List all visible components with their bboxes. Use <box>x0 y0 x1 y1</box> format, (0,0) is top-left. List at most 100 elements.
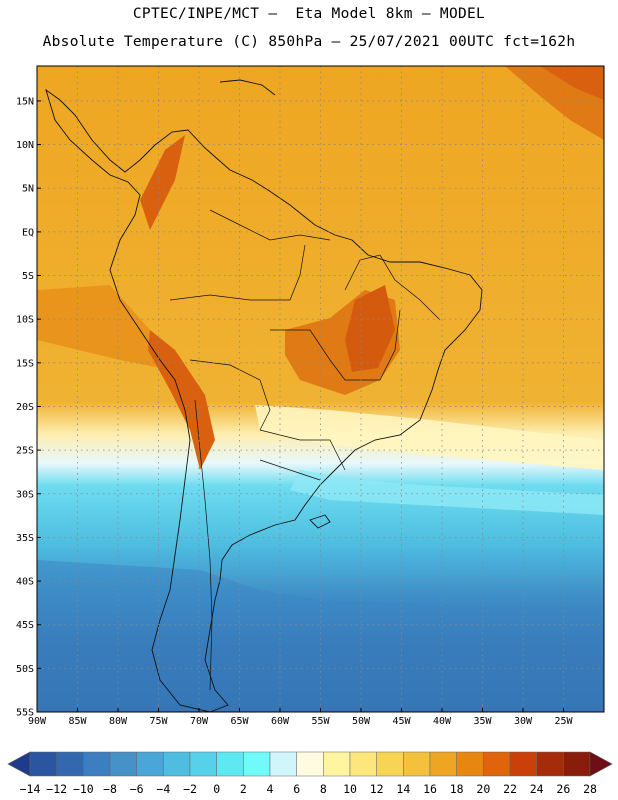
lat-label: 55S <box>16 708 34 719</box>
caribbean-coast <box>219 79 276 96</box>
longitude-labels: 90W 85W 80W 75W 70W 65W 60W 55W 50W 45W 40W 35W 30W 2… <box>28 708 574 727</box>
lon-label: 90W <box>28 716 47 727</box>
colorbar-swatch <box>509 751 537 777</box>
map-field <box>37 66 604 712</box>
colorbar-swatch <box>163 751 191 777</box>
colorbar-swatch <box>296 751 324 777</box>
colorbar-labels: −14 −12 −10 −8 −6 −4 −2 0 2 4 6 8 10 12 14 16 18 20 22 24 26… <box>20 782 597 796</box>
colorbar-swatch <box>536 751 564 777</box>
lon-label: 45W <box>392 716 411 727</box>
colorbar-label: 24 <box>530 782 544 796</box>
lon-label: 50W <box>352 716 371 727</box>
lat-label: 15S <box>16 358 34 369</box>
lat-label: 15N <box>16 96 34 107</box>
border-brazil-states <box>270 309 401 381</box>
country-borders <box>169 209 441 691</box>
field-pacific-warm <box>37 285 170 370</box>
south-america-coast <box>45 88 483 712</box>
colorbar-label: 10 <box>343 782 357 796</box>
lat-label: 5S <box>22 271 34 282</box>
colorbar-arrow-low <box>7 751 31 777</box>
colorbar-swatch <box>29 751 57 777</box>
border-peru-brazil <box>169 244 306 301</box>
field-brazil-hottest <box>345 285 395 372</box>
coastlines <box>45 79 483 712</box>
colorbar-swatch <box>109 751 137 777</box>
colorbar-label: −12 <box>46 782 67 796</box>
lat-label: 30S <box>16 489 34 500</box>
colorbar-swatch <box>323 751 351 777</box>
colorbar-label: −2 <box>183 782 197 796</box>
colorbar-label: 12 <box>370 782 384 796</box>
border-argentina-uruguay <box>259 459 321 481</box>
colorbar-label: 16 <box>423 782 437 796</box>
colorbar-label: 26 <box>556 782 570 796</box>
colorbar-label: −4 <box>156 782 170 796</box>
colorbar-swatch <box>243 751 271 777</box>
colorbar-swatch <box>189 751 217 777</box>
border-chile-argentina <box>194 399 213 691</box>
colorbar-label: 20 <box>476 782 490 796</box>
border-ne-states <box>344 254 441 321</box>
colorbar-arrow-high <box>589 751 613 777</box>
colorbar-label: −6 <box>130 782 144 796</box>
colorbar-swatch <box>83 751 111 777</box>
lon-label: 60W <box>271 716 290 727</box>
colorbar-label: 0 <box>213 782 220 796</box>
latitude-labels: 15N 10N 5N EQ 5S 10S 15S 20S 25S 30S 35S 40S 45S 50S 5… <box>16 96 41 719</box>
border-bolivia <box>189 359 271 431</box>
lat-label: EQ <box>22 227 34 238</box>
colorbar-label: 14 <box>396 782 410 796</box>
colorbar-swatch <box>136 751 164 777</box>
colorbar-label: 6 <box>293 782 300 796</box>
lat-label: 20S <box>16 402 34 413</box>
colorbar-label: 18 <box>450 782 464 796</box>
lat-label: 50S <box>16 664 34 675</box>
rio-plata-coast <box>309 514 331 529</box>
field-pale-band <box>255 405 604 470</box>
colorbar-label: 28 <box>583 782 597 796</box>
map-title-line1: CPTEC/INPE/MCT — Eta Model 8km — MODEL <box>132 6 486 22</box>
lat-label: 35S <box>16 533 34 544</box>
field-hotter-northeast <box>540 66 604 100</box>
colorbar-swatch <box>429 751 457 777</box>
colorbar-swatch <box>56 751 84 777</box>
field-andes-north <box>140 135 185 230</box>
colorbar-label: 22 <box>503 782 517 796</box>
lat-label: 10S <box>16 315 34 326</box>
lon-label: 25W <box>554 716 573 727</box>
colorbar-swatch <box>483 751 511 777</box>
lon-label: 40W <box>433 716 452 727</box>
lat-label: 40S <box>16 577 34 588</box>
map-title-line2: Absolute Temperature (C) 850hPa — 25/07/… <box>42 34 576 50</box>
colorbar <box>7 751 613 777</box>
colorbar-swatch <box>456 751 484 777</box>
graticule <box>37 66 604 712</box>
lat-label: 45S <box>16 620 34 631</box>
lon-label: 70W <box>190 716 209 727</box>
colorbar-swatch <box>563 751 591 777</box>
colorbar-label: 4 <box>267 782 274 796</box>
field-cyan-band <box>290 470 604 515</box>
lon-label: 65W <box>230 716 249 727</box>
colorbar-label: −10 <box>73 782 94 796</box>
lat-label: 5N <box>22 184 34 195</box>
colorbar-label: 8 <box>320 782 327 796</box>
border-north <box>209 209 331 241</box>
lon-label: 75W <box>149 716 168 727</box>
lat-label: 25S <box>16 446 34 457</box>
colorbar-swatch <box>376 751 404 777</box>
colorbar-label: 2 <box>240 782 247 796</box>
lon-label: 80W <box>109 716 128 727</box>
colorbar-swatch <box>269 751 297 777</box>
lat-label: 10N <box>16 140 34 151</box>
lon-label: 55W <box>311 716 330 727</box>
lon-label: 85W <box>68 716 87 727</box>
colorbar-label: −14 <box>20 782 41 796</box>
field-cold-south <box>37 560 604 712</box>
lon-label: 35W <box>473 716 492 727</box>
colorbar-label: −8 <box>103 782 117 796</box>
colorbar-swatch <box>216 751 244 777</box>
lon-label: 30W <box>514 716 533 727</box>
